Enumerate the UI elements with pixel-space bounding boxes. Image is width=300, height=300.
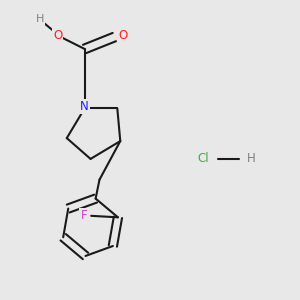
Text: H: H — [36, 14, 44, 24]
Text: O: O — [118, 29, 128, 42]
Text: Cl: Cl — [198, 152, 209, 165]
Text: F: F — [80, 209, 87, 222]
Text: O: O — [53, 29, 62, 42]
Text: N: N — [80, 100, 89, 113]
Text: H: H — [247, 152, 255, 165]
